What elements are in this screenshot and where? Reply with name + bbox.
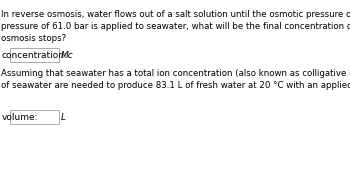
Text: In reverse osmosis, water flows out of a salt solution until the osmotic pressur: In reverse osmosis, water flows out of a… [1, 10, 350, 43]
FancyBboxPatch shape [10, 110, 60, 124]
Text: Assuming that seawater has a total ion concentration (also known as colligative : Assuming that seawater has a total ion c… [1, 69, 350, 90]
Text: L: L [61, 112, 65, 121]
Text: concentration:: concentration: [1, 51, 67, 60]
Text: volume:: volume: [1, 112, 38, 121]
Text: Mc: Mc [61, 51, 73, 60]
FancyBboxPatch shape [10, 48, 60, 62]
